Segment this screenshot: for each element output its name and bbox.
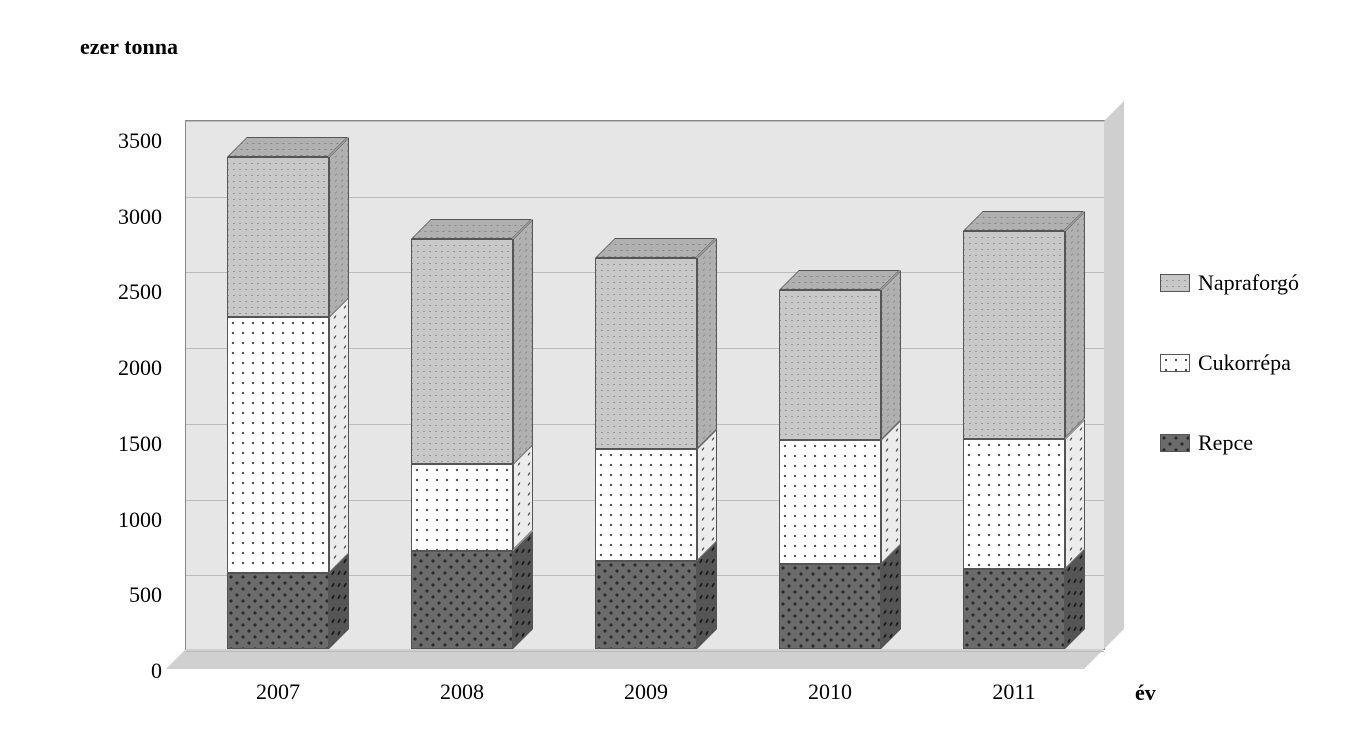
bar-side xyxy=(697,238,717,449)
bar-segment-repce xyxy=(595,561,696,649)
bar-top xyxy=(227,137,348,157)
bar-segment-repce xyxy=(227,573,328,649)
bar-segment-napra xyxy=(595,258,696,449)
bar-segment-cukor xyxy=(227,317,328,573)
bar-group xyxy=(411,119,512,649)
ytick-label: 0 xyxy=(151,658,186,684)
bar-group xyxy=(595,119,696,649)
bar-front xyxy=(963,439,1064,569)
bar-front xyxy=(227,157,328,318)
bar-group xyxy=(963,119,1064,649)
bar-front xyxy=(411,239,512,465)
bar-top xyxy=(411,219,532,239)
x-axis-title: év xyxy=(1135,680,1156,706)
bar-segment-cukor xyxy=(963,439,1064,569)
bar-front xyxy=(595,258,696,449)
xtick-label: 2007 xyxy=(256,649,300,705)
legend-label: Cukorrépa xyxy=(1198,350,1291,376)
legend-swatch xyxy=(1160,434,1190,452)
legend-label: Repce xyxy=(1198,430,1253,456)
bar-side xyxy=(697,429,717,561)
legend-label: Napraforgó xyxy=(1198,270,1299,296)
bar-group xyxy=(779,119,880,649)
legend-item: Napraforgó xyxy=(1160,270,1299,296)
bar-segment-napra xyxy=(963,231,1064,438)
ytick-label: 2500 xyxy=(118,279,186,305)
bar-front xyxy=(963,569,1064,649)
bar-segment-cukor xyxy=(411,464,512,550)
bar-front xyxy=(411,464,512,550)
ytick-label: 1000 xyxy=(118,507,186,533)
y-axis-title: ezer tonna xyxy=(80,34,178,60)
bar-segment-cukor xyxy=(595,449,696,561)
bar-group xyxy=(227,119,328,649)
bar-front xyxy=(595,561,696,649)
bar-front xyxy=(411,551,512,649)
ytick-label: 2000 xyxy=(118,355,186,381)
legend-swatch xyxy=(1160,274,1190,292)
bar-segment-repce xyxy=(963,569,1064,649)
chart-side-wall xyxy=(1104,101,1124,649)
bar-front xyxy=(227,317,328,573)
bar-side xyxy=(513,219,533,465)
xtick-label: 2008 xyxy=(440,649,484,705)
bar-front xyxy=(779,440,880,564)
bar-side xyxy=(1065,419,1085,569)
bar-segment-napra xyxy=(411,239,512,465)
bar-side xyxy=(513,531,533,649)
legend-item: Repce xyxy=(1160,430,1299,456)
bar-segment-napra xyxy=(779,290,880,440)
bar-side xyxy=(881,420,901,564)
bar-segment-napra xyxy=(227,157,328,318)
ytick-label: 3500 xyxy=(118,128,186,154)
bar-side xyxy=(1065,211,1085,438)
bar-side xyxy=(881,270,901,440)
legend-item: Cukorrépa xyxy=(1160,350,1299,376)
legend-swatch xyxy=(1160,354,1190,372)
xtick-label: 2010 xyxy=(808,649,852,705)
bar-front xyxy=(963,231,1064,438)
bar-side xyxy=(329,297,349,573)
bar-front xyxy=(779,290,880,440)
bar-top xyxy=(595,238,716,258)
xtick-label: 2011 xyxy=(992,649,1035,705)
ytick-label: 3000 xyxy=(118,204,186,230)
bar-front xyxy=(595,449,696,561)
bar-front xyxy=(779,564,880,649)
bar-segment-repce xyxy=(411,551,512,649)
bar-side xyxy=(329,137,349,318)
bar-segment-repce xyxy=(779,564,880,649)
xtick-label: 2009 xyxy=(624,649,668,705)
bar-top xyxy=(779,270,900,290)
chart-plot-area: 0500100015002000250030003500200720082009… xyxy=(185,120,1105,650)
chart-legend: Napraforgó Cukorrépa Repce xyxy=(1160,270,1299,456)
bar-segment-cukor xyxy=(779,440,880,564)
bar-front xyxy=(227,573,328,649)
ytick-label: 1500 xyxy=(118,431,186,457)
bar-top xyxy=(963,211,1084,231)
ytick-label: 500 xyxy=(129,582,186,608)
